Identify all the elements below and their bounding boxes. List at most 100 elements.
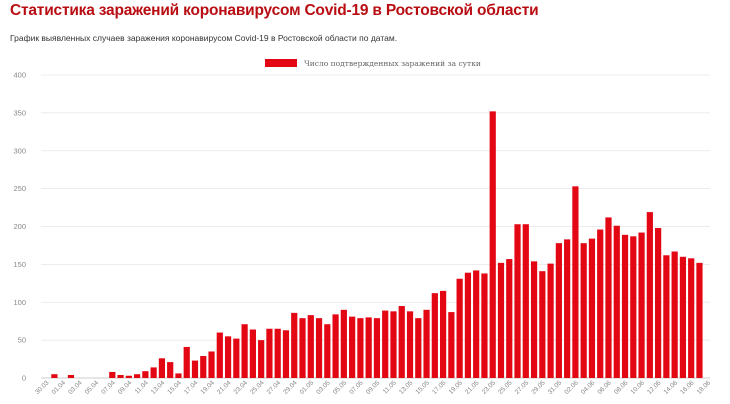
bar-10.04[interactable] — [134, 374, 141, 378]
y-tick-label: 100 — [13, 298, 26, 307]
bar-04.05[interactable] — [332, 314, 339, 378]
x-tick-label: 23.05 — [481, 379, 498, 396]
legend[interactable]: Число подтвержденных заражений за сутки — [265, 59, 481, 68]
bar-04.06[interactable] — [588, 238, 596, 378]
bar-23.05[interactable] — [489, 111, 496, 379]
bar-05.06[interactable] — [597, 229, 604, 378]
bar-03.06[interactable] — [580, 243, 587, 378]
bar-27.05[interactable] — [522, 224, 529, 378]
bar-24.04[interactable] — [249, 329, 256, 378]
bar-08.05[interactable] — [365, 317, 372, 378]
bar-22.05[interactable] — [481, 273, 488, 378]
bar-30.05[interactable] — [547, 263, 554, 378]
y-tick-label: 250 — [13, 184, 26, 193]
bar-09.05[interactable] — [373, 318, 381, 378]
bar-14.04[interactable] — [167, 362, 174, 378]
bar-18.04[interactable] — [200, 356, 207, 378]
bar-06.05[interactable] — [349, 316, 356, 378]
bar-28.04[interactable] — [282, 330, 290, 378]
bar-16.04[interactable] — [183, 346, 190, 378]
bar-20.05[interactable] — [464, 272, 472, 378]
bar-23.04[interactable] — [241, 324, 248, 378]
bar-21.05[interactable] — [473, 270, 480, 378]
bar-08.06[interactable] — [621, 234, 629, 378]
bar-17.06[interactable] — [696, 262, 703, 378]
bar-11.04[interactable] — [142, 371, 149, 378]
x-tick-label: 05.05 — [332, 379, 349, 396]
bar-07.04[interactable] — [109, 371, 116, 378]
bar-26.04[interactable] — [266, 328, 273, 378]
bar-18.05[interactable] — [448, 312, 455, 378]
x-tick-label: 23.04 — [233, 379, 250, 396]
bar-17.04[interactable] — [191, 360, 199, 378]
bar-25.04[interactable] — [258, 340, 265, 379]
y-tick-label: 150 — [13, 260, 26, 269]
bar-15.05[interactable] — [423, 309, 430, 378]
bar-01.05[interactable] — [307, 315, 314, 378]
bar-28.05[interactable] — [530, 261, 538, 378]
bar-09.04[interactable] — [125, 375, 132, 378]
bar-22.04[interactable] — [233, 338, 240, 378]
bar-21.04[interactable] — [224, 336, 232, 378]
bar-15.06[interactable] — [679, 256, 687, 378]
x-tick-label: 15.04 — [166, 379, 183, 396]
bar-17.05[interactable] — [440, 290, 447, 378]
bar-02.05[interactable] — [315, 318, 323, 378]
bar-02.04[interactable] — [67, 374, 75, 378]
bar-26.05[interactable] — [514, 224, 521, 378]
bar-29.05[interactable] — [539, 271, 546, 378]
bar-09.06[interactable] — [630, 236, 637, 378]
x-tick-label: 11.04 — [134, 379, 150, 395]
bar-27.04[interactable] — [274, 328, 281, 378]
y-axis-ticks: 0 50 100 150 200 250 300 350 400 — [13, 71, 26, 383]
bar-30.04[interactable] — [299, 318, 306, 378]
bar-31.03[interactable] — [51, 374, 58, 378]
y-tick-label: 200 — [13, 222, 26, 231]
bar-02.06[interactable] — [572, 186, 579, 378]
bar-16.06[interactable] — [688, 258, 695, 378]
bar-13.04[interactable] — [158, 358, 166, 378]
legend-swatch[interactable] — [265, 59, 297, 67]
bar-07.06[interactable] — [613, 225, 620, 378]
bar-11.06[interactable] — [646, 212, 653, 378]
bar-07.05[interactable] — [357, 318, 364, 378]
bar-08.04[interactable] — [117, 374, 124, 378]
bar-16.05[interactable] — [431, 293, 438, 378]
bar-31.05[interactable] — [555, 243, 562, 378]
bar-12.04[interactable] — [150, 367, 157, 378]
bar-15.04[interactable] — [175, 373, 182, 378]
bar-14.05[interactable] — [415, 318, 422, 378]
x-tick-label: 15.05 — [415, 379, 432, 396]
bar-13.06[interactable] — [663, 255, 670, 378]
x-tick-label: 01.04 — [51, 379, 68, 396]
legend-label[interactable]: Число подтвержденных заражений за сутки — [304, 59, 481, 68]
x-tick-label: 27.04 — [266, 379, 283, 396]
bar-14.06[interactable] — [671, 251, 678, 379]
bar-24.05[interactable] — [497, 262, 505, 378]
x-tick-label: 25.04 — [249, 379, 266, 396]
page-title: Статистика заражений коронавирусом Covid… — [10, 2, 539, 19]
bar-11.05[interactable] — [390, 311, 397, 378]
x-tick-label: 18.06 — [696, 379, 713, 396]
bar-06.06[interactable] — [605, 217, 612, 378]
bar-12.06[interactable] — [655, 228, 662, 378]
bar-10.06[interactable] — [638, 232, 645, 378]
bar-20.04[interactable] — [216, 332, 223, 378]
bar-29.04[interactable] — [291, 312, 298, 378]
x-tick-label: 08.06 — [613, 379, 630, 396]
bar-25.05[interactable] — [506, 259, 513, 378]
bar-19.04[interactable] — [208, 351, 215, 378]
bar-05.05[interactable] — [340, 309, 347, 378]
x-tick-label: 14.06 — [663, 379, 680, 396]
bar-10.05[interactable] — [382, 310, 389, 378]
bar-12.05[interactable] — [398, 306, 405, 378]
bar-19.05[interactable] — [456, 278, 463, 378]
x-tick-label: 21.04 — [216, 379, 233, 396]
x-tick-label: 10.06 — [630, 379, 647, 396]
x-tick-label: 12.06 — [646, 379, 663, 396]
bar-series[interactable] — [51, 111, 703, 379]
x-tick-label: 07.04 — [100, 379, 117, 396]
bar-03.05[interactable] — [324, 324, 331, 378]
bar-13.05[interactable] — [406, 311, 414, 378]
bar-01.06[interactable] — [564, 239, 571, 378]
